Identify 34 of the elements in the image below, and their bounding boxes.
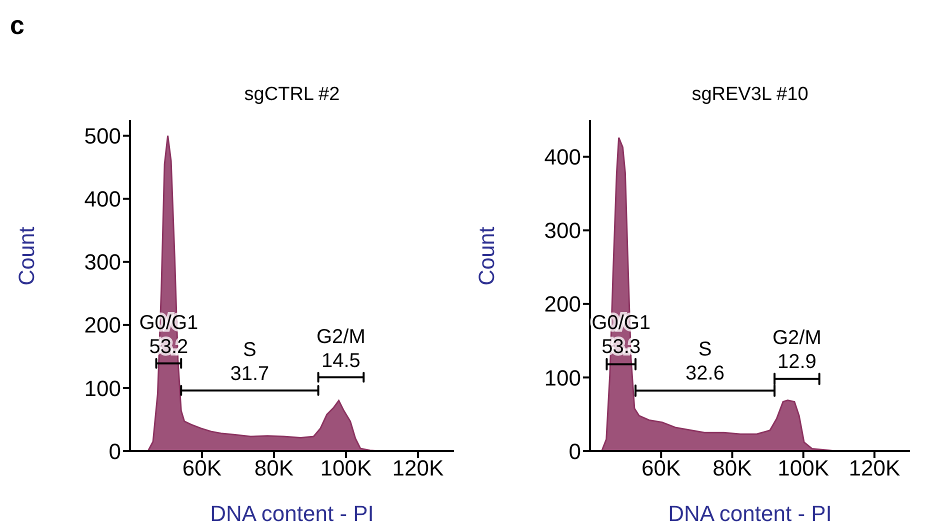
x-tick-label: 60K [182,456,222,481]
y-tick-label: 0 [108,438,121,464]
x-tick-label: 120K [848,456,900,481]
x-tick-label: 100K [320,456,372,481]
series-label: G2/M [772,326,822,349]
y-tick-label: 200 [544,292,581,317]
y-tick-label: 400 [84,186,121,212]
y-axis-title: Count [474,226,499,286]
annotation: 14.5 [321,350,360,372]
x-tick-label: 60K [642,456,682,481]
text: c [10,10,24,41]
series-label: G2/M [316,326,366,348]
y-tick-label: 500 [84,124,121,149]
y-axis-title: Count [14,226,39,286]
x-tick-label: 100K [778,456,830,481]
chart-title: sgREV3L #10 [690,84,810,106]
annotation: 32.6 [686,362,724,385]
series-label: S [698,338,712,361]
y-tick-label: 100 [544,365,581,390]
y-tick-label: 400 [544,144,581,170]
x-tick-label: 80K [254,456,294,481]
annotation: 31.7 [230,363,270,386]
y-tick-label: 200 [84,312,121,338]
y-tick-label: 100 [84,376,121,401]
y-tick-label: 0 [568,438,581,464]
y-tick-label: 300 [544,218,581,244]
x-tick-label: 120K [392,456,444,481]
y-tick-label: 300 [84,250,121,275]
x-axis-title: DNA content - PI [210,501,374,526]
chart-title: sgCTRL #2 [243,84,341,106]
x-tick-label: 80K [712,456,752,481]
annotation: 12.9 [777,350,816,373]
series-label: S [243,339,256,362]
x-axis-title: DNA content - PI [668,501,832,526]
